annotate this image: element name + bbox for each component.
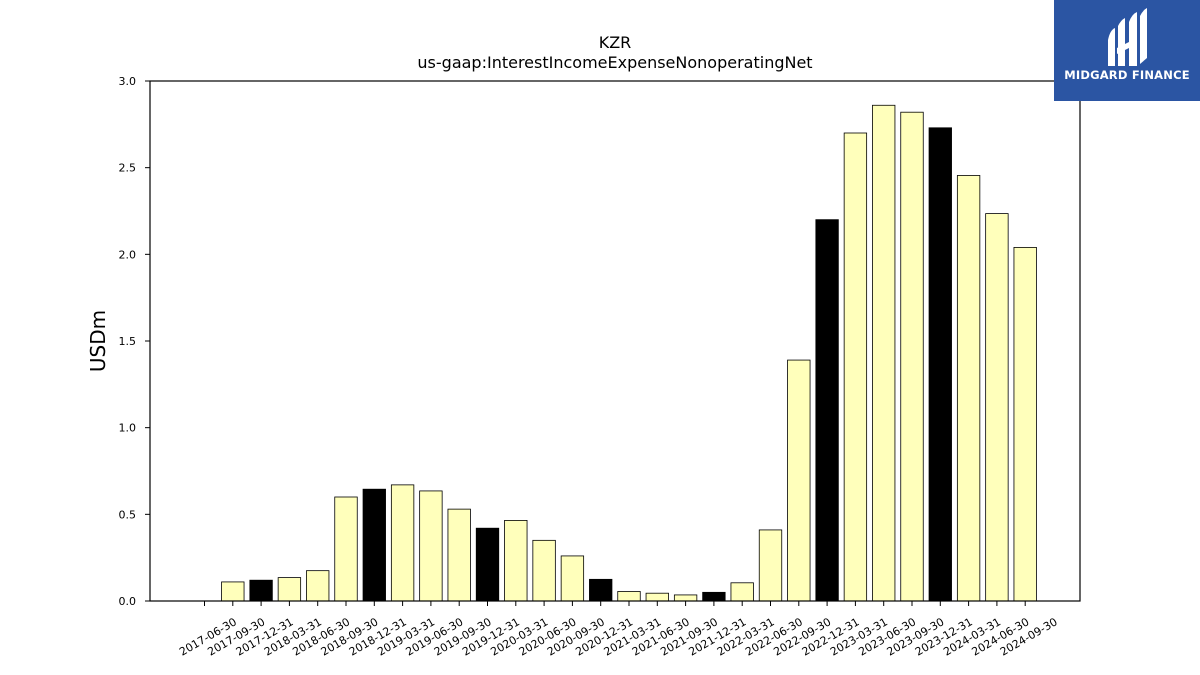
y-tick-label: 2.0 bbox=[119, 248, 137, 261]
bar-2020-06-30 bbox=[532, 539, 556, 602]
y-tick-label: 0.0 bbox=[119, 595, 137, 608]
bar-2019-06-30 bbox=[419, 490, 443, 602]
bar-2020-12-31 bbox=[589, 578, 613, 602]
bar-2020-03-31 bbox=[504, 520, 528, 602]
bar-2018-09-30 bbox=[334, 496, 358, 602]
chart-title: KZR bbox=[599, 33, 632, 52]
bar-2023-09-30 bbox=[900, 111, 924, 602]
bar-2021-12-31 bbox=[702, 591, 726, 602]
bar-2022-03-31 bbox=[730, 582, 754, 602]
y-tick-label: 1.0 bbox=[119, 422, 137, 435]
y-axis-label: USDm bbox=[86, 310, 110, 372]
brand-logo: MIDGARD FINANCE bbox=[1054, 0, 1200, 101]
bars-group bbox=[221, 104, 1037, 602]
bar-2024-06-30 bbox=[985, 213, 1009, 602]
y-axis: 0.0 0.5 1.0 1.5 2.0 2.5 3.0 bbox=[119, 75, 150, 608]
midgard-logo-icon bbox=[1108, 8, 1147, 66]
bar-2018-03-31 bbox=[277, 577, 302, 602]
plot-area-frame bbox=[149, 80, 1081, 602]
chart-subtitle: us-gaap:InterestIncomeExpenseNonoperatin… bbox=[417, 53, 812, 72]
bar-2022-09-30 bbox=[787, 359, 811, 602]
bar-2023-06-30 bbox=[872, 104, 896, 602]
y-tick-label: 2.5 bbox=[119, 162, 137, 175]
bar-2024-09-30 bbox=[1013, 246, 1037, 602]
y-tick-label: 0.5 bbox=[119, 508, 137, 521]
bar-2018-06-30 bbox=[306, 570, 330, 602]
bar-2023-03-31 bbox=[843, 132, 868, 602]
bar-2019-09-30 bbox=[447, 508, 471, 602]
bar-2017-12-31 bbox=[249, 579, 273, 602]
y-tick-label: 3.0 bbox=[119, 75, 137, 88]
y-tick-label: 1.5 bbox=[119, 335, 137, 348]
bar-2022-06-30 bbox=[758, 529, 783, 602]
bar-2021-06-30 bbox=[645, 592, 669, 602]
bar-2022-12-31 bbox=[815, 219, 839, 602]
bar-2019-03-31 bbox=[390, 484, 415, 602]
bar-2020-09-30 bbox=[560, 555, 585, 602]
bar-2018-12-31 bbox=[362, 488, 386, 602]
bar-2019-12-31 bbox=[475, 527, 500, 602]
bar-2017-09-30 bbox=[221, 581, 245, 602]
brand-name: MIDGARD FINANCE bbox=[1064, 68, 1190, 82]
bar-2021-09-30 bbox=[673, 594, 698, 602]
bar-2021-03-31 bbox=[617, 591, 641, 602]
x-axis: 2017-06-302017-09-302017-12-312018-03-31… bbox=[177, 601, 1060, 659]
bar-2024-03-31 bbox=[956, 175, 981, 602]
bar-2023-12-31 bbox=[928, 127, 952, 602]
